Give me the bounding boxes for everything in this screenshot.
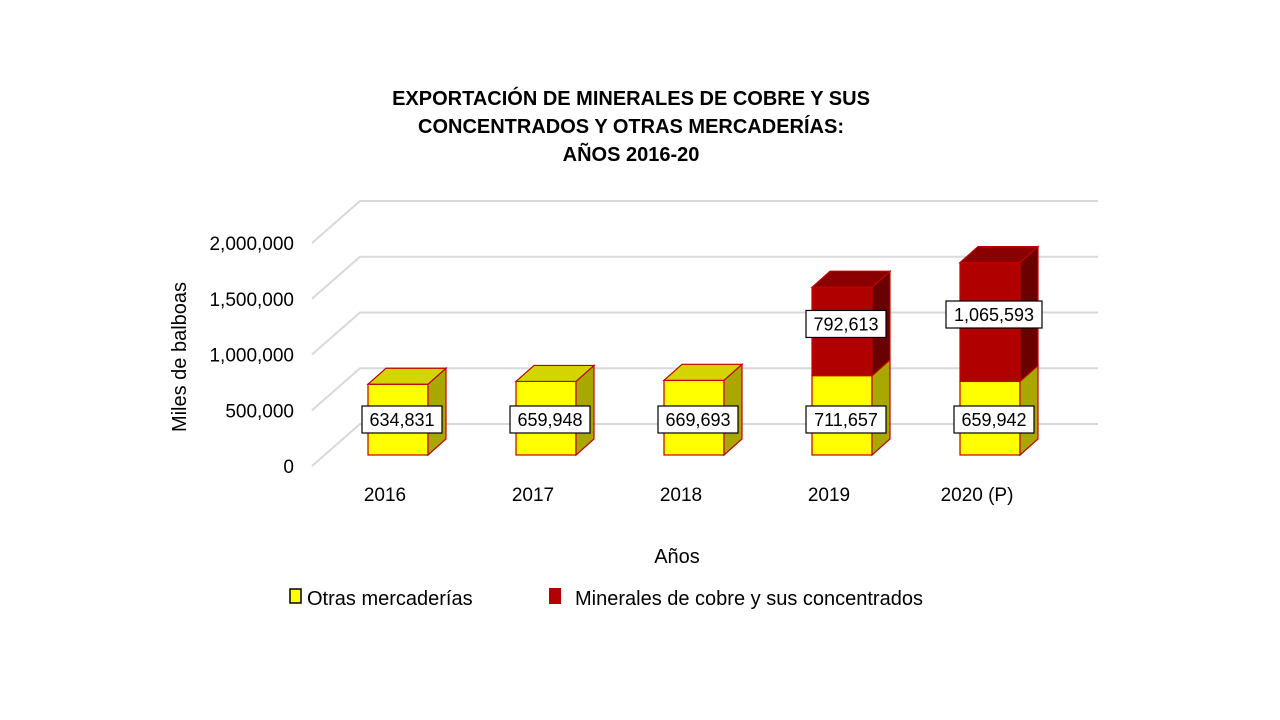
svg-text:659,948: 659,948 xyxy=(517,410,582,430)
x-tick-label: 2016 xyxy=(364,485,406,506)
y-tick-label: 500,000 xyxy=(225,401,294,422)
x-axis-label: Años xyxy=(654,546,700,568)
legend-swatch-minerales xyxy=(549,588,561,604)
x-axis-ticks: 2016 2017 2018 2019 2020 (P) xyxy=(364,485,1014,506)
data-label: 792,613 xyxy=(805,309,887,339)
y-axis-label: Miles de balboas xyxy=(169,282,191,432)
bar-top-otras xyxy=(366,367,448,385)
y-tick-label: 2,000,000 xyxy=(209,234,294,255)
data-label: 659,948 xyxy=(509,405,591,434)
data-label: 634,831 xyxy=(361,405,443,434)
legend: Otras mercaderías Minerales de cobre y s… xyxy=(289,588,923,610)
y-tick-label: 1,500,000 xyxy=(209,290,294,311)
data-label: 659,942 xyxy=(953,405,1035,434)
chart-title: EXPORTACIÓN DE MINERALES DE COBRE Y SUS … xyxy=(392,86,870,166)
svg-text:634,831: 634,831 xyxy=(369,410,434,430)
chart-title-line-1: EXPORTACIÓN DE MINERALES DE COBRE Y SUS xyxy=(392,86,870,110)
x-tick-label: 2018 xyxy=(660,485,702,506)
svg-text:792,613: 792,613 xyxy=(813,314,878,334)
bar-top-otras xyxy=(514,364,596,383)
svg-text:711,657: 711,657 xyxy=(814,410,878,430)
legend-label-otras: Otras mercaderías xyxy=(307,588,473,610)
svg-text:1,065,593: 1,065,593 xyxy=(954,305,1034,325)
data-label: 1,065,593 xyxy=(945,300,1043,329)
gridline xyxy=(311,200,1098,244)
x-tick-label: 2019 xyxy=(808,485,850,506)
data-label: 711,657 xyxy=(805,405,887,434)
bars: 634,831 659,948 669,693 711,657 792,613 659,9… xyxy=(361,245,1043,457)
y-axis-ticks: 0 500,000 1,000,000 1,500,000 2,000,000 xyxy=(209,234,294,478)
bar-top-minerales xyxy=(958,246,1040,264)
y-tick-label: 1,000,000 xyxy=(209,346,294,367)
bar-top-otras xyxy=(662,363,744,381)
chart-title-line-3: AÑOS 2016-20 xyxy=(563,143,700,166)
legend-swatch-otras xyxy=(289,588,302,604)
legend-label-minerales: Minerales de cobre y sus concentrados xyxy=(575,588,923,610)
bar-top-minerales xyxy=(810,270,892,288)
gridline xyxy=(311,255,1098,300)
x-tick-label: 2020 (P) xyxy=(941,485,1014,506)
data-label: 669,693 xyxy=(657,405,739,434)
svg-text:659,942: 659,942 xyxy=(961,410,1026,430)
svg-text:669,693: 669,693 xyxy=(665,410,730,430)
chart-title-line-2: CONCENTRADOS Y OTRAS MERCADERÍAS: xyxy=(418,115,844,138)
x-tick-label: 2017 xyxy=(512,485,554,506)
y-tick-label: 0 xyxy=(283,457,294,478)
